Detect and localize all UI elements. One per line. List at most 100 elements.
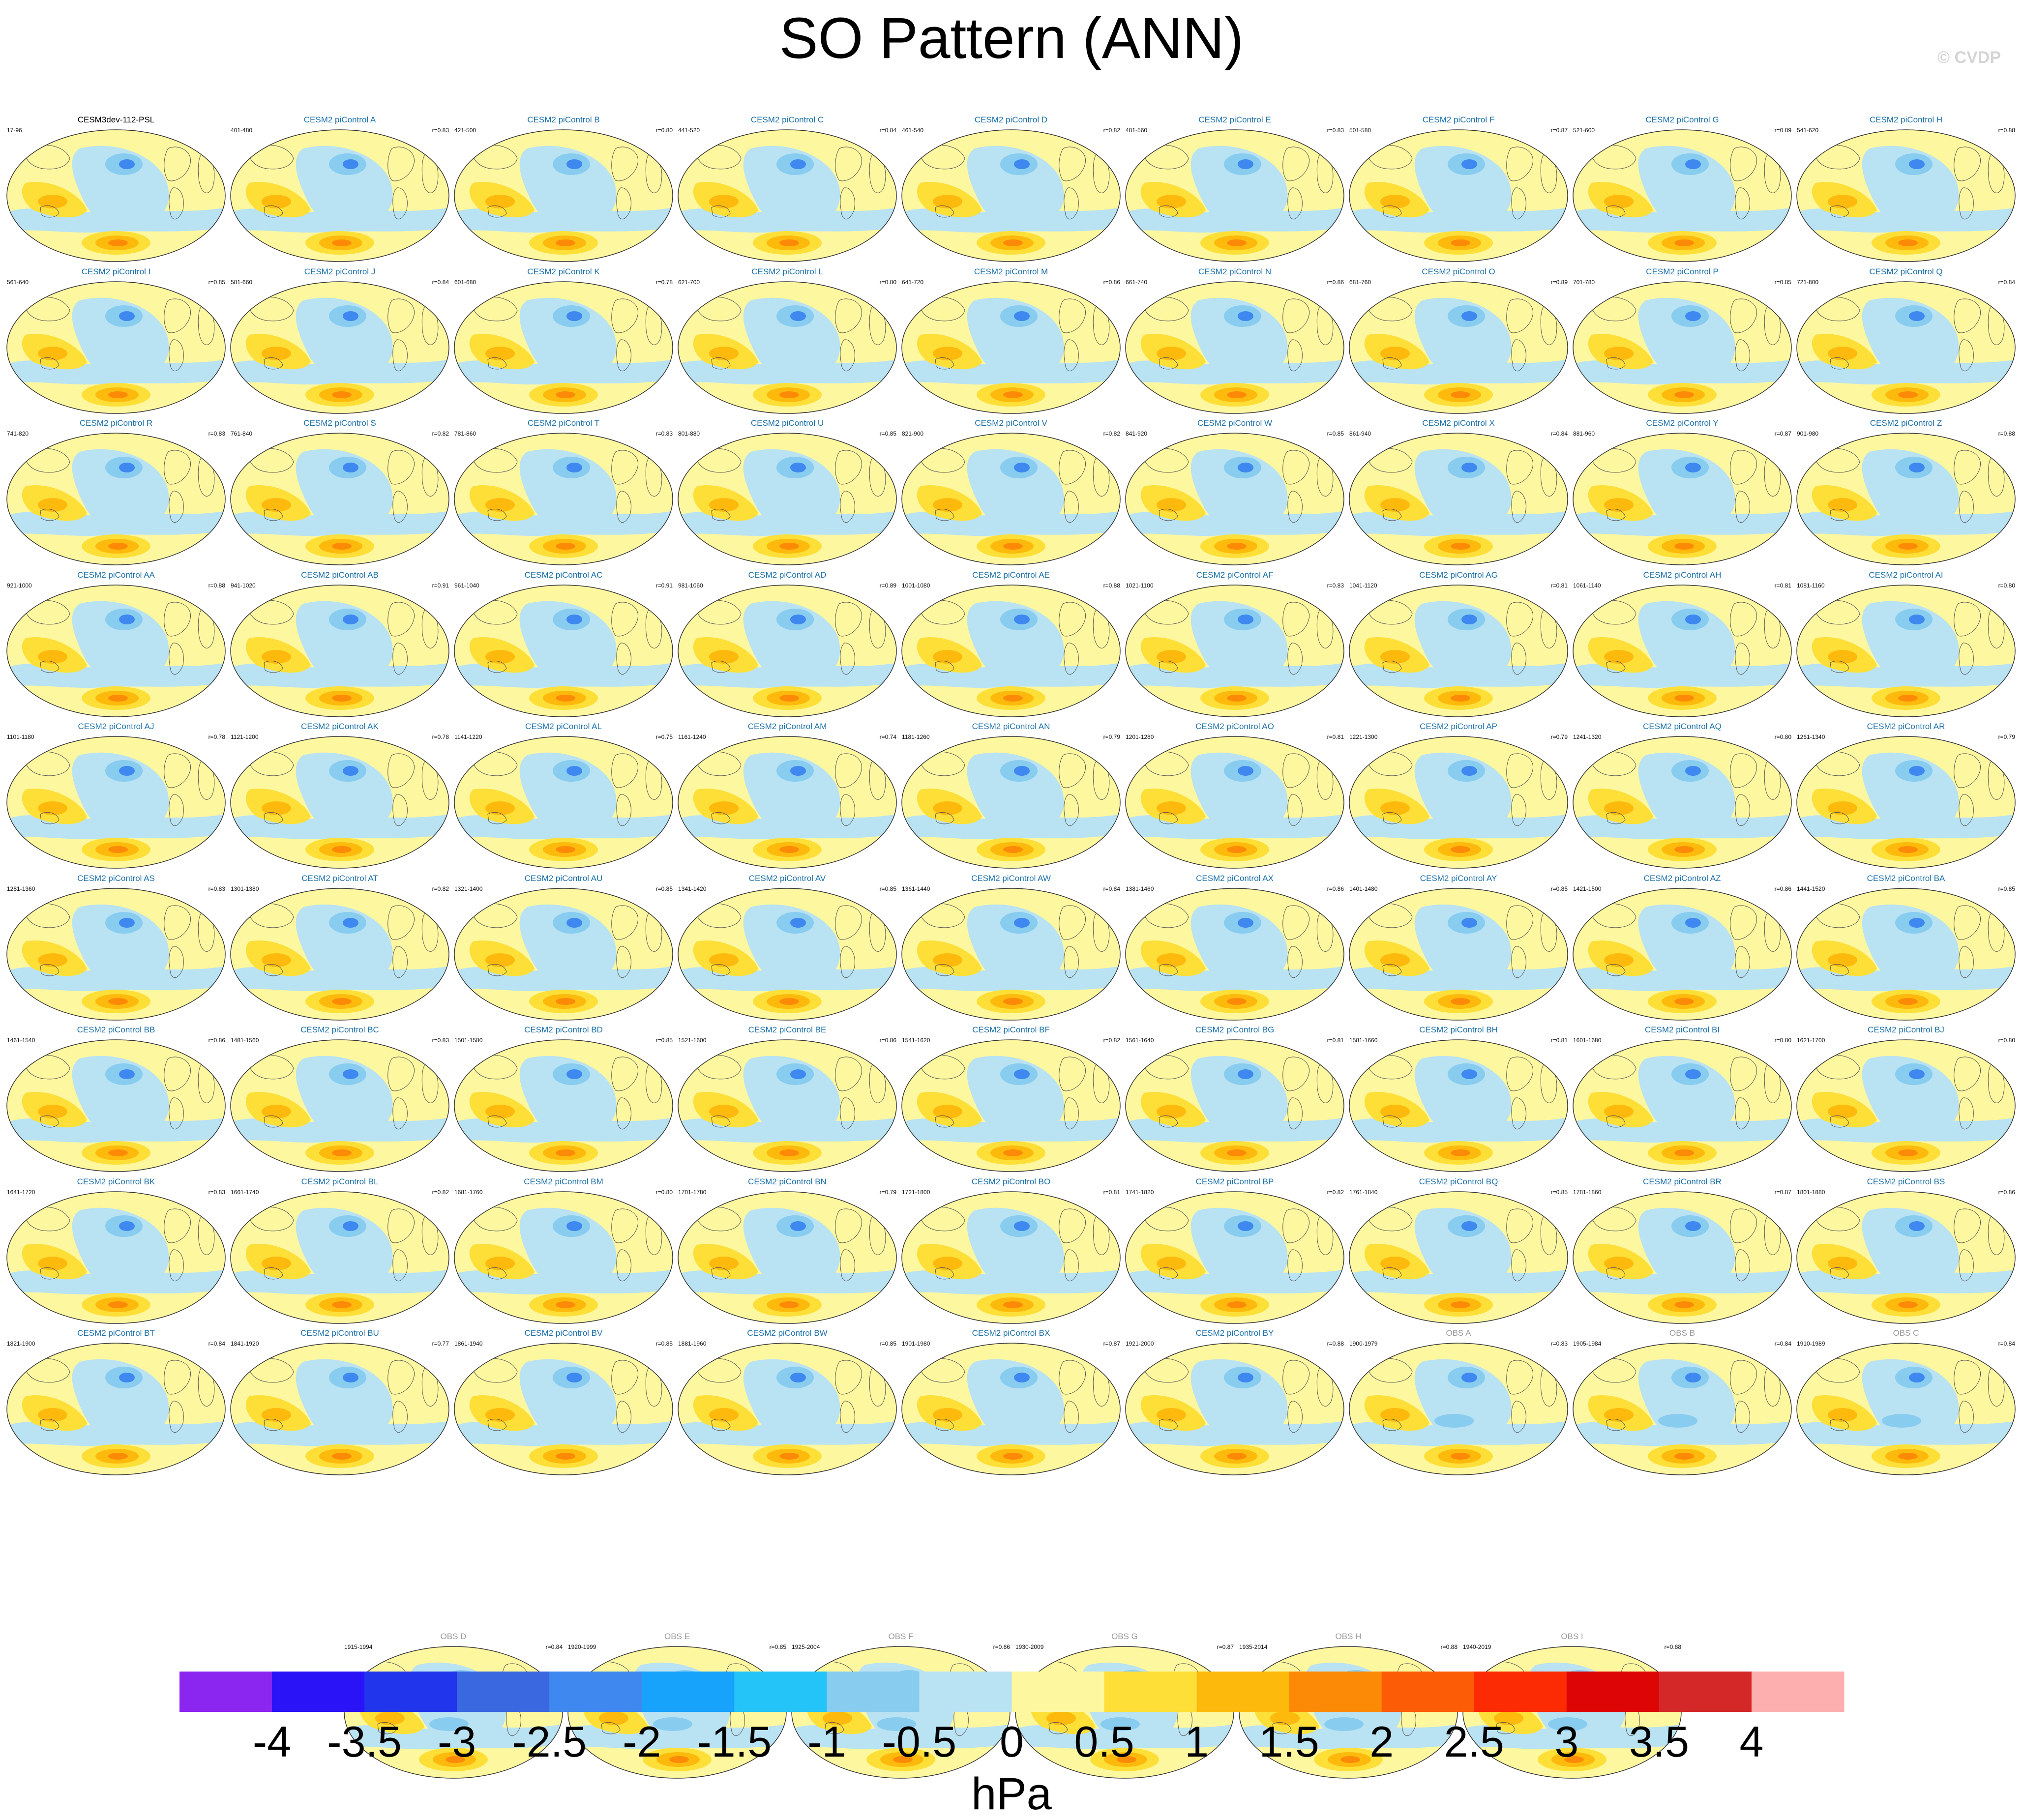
panel-title: CESM3dev-112-PSL bbox=[77, 115, 155, 124]
map-panel-plot bbox=[1349, 433, 1568, 565]
map-panel-plot bbox=[230, 129, 449, 262]
map-panel-plot bbox=[230, 1039, 449, 1172]
colorbar-swatches bbox=[179, 1672, 1844, 1712]
colorbar-tick-label: 0 bbox=[1000, 1717, 1024, 1766]
panel-title: CESM2 piControl R bbox=[79, 418, 153, 428]
panel-title: CESM2 piControl BC bbox=[300, 1025, 379, 1034]
panel-title: CESM2 piControl U bbox=[750, 418, 824, 428]
panel-pattern-correlation: r=0.82 bbox=[432, 1188, 449, 1196]
map-panel-plot bbox=[1573, 129, 1792, 262]
panel-pattern-correlation: r=0.84 bbox=[545, 1644, 563, 1650]
panel-title: OBS I bbox=[1561, 1632, 1583, 1641]
panel-years: 1421-1500 bbox=[1573, 885, 1602, 892]
map-panel: CESM2 piControl J 581-660 r=0.84 bbox=[230, 267, 450, 414]
map-panel: CESM2 piControl S 761-840 r=0.82 bbox=[230, 418, 450, 566]
panel-years: 1930-2009 bbox=[1015, 1644, 1044, 1650]
panel-pattern-correlation: r=0.83 bbox=[1327, 127, 1344, 134]
colorbar-tick-label: -1 bbox=[807, 1717, 846, 1766]
colorbar-swatch bbox=[1474, 1672, 1567, 1712]
map-panel: CESM2 piControl AG 1041-1120 r=0.81 bbox=[1348, 570, 1569, 718]
map-panel-plot bbox=[1349, 1039, 1568, 1172]
panel-pattern-correlation: r=0.81 bbox=[1550, 582, 1568, 589]
map-panel: CESM2 piControl P 701-780 r=0.85 bbox=[1572, 267, 1792, 414]
map-panel-plot bbox=[454, 736, 673, 869]
map-panel-plot bbox=[678, 887, 897, 1021]
panel-years: 1701-1780 bbox=[678, 1188, 707, 1196]
map-panel-plot bbox=[454, 1039, 673, 1172]
map-panel: CESM2 piControl BH 1581-1660 r=0.81 bbox=[1348, 1025, 1569, 1173]
map-panel: CESM2 piControl H 541-620 r=0.88 bbox=[1796, 115, 2016, 263]
map-panel: CESM2 piControl BV 1861-1940 r=0.85 bbox=[453, 1328, 674, 1476]
colorbar-swatch bbox=[1012, 1672, 1105, 1712]
panel-years: 1921-2000 bbox=[1126, 1340, 1154, 1347]
panel-years: 581-660 bbox=[231, 278, 253, 286]
panel-years: 521-600 bbox=[1573, 127, 1595, 134]
map-panel: CESM2 piControl BA 1441-1520 r=0.85 bbox=[1796, 874, 2016, 1021]
panel-title: CESM2 piControl AJ bbox=[78, 722, 154, 731]
panel-years: 961-1040 bbox=[454, 582, 479, 589]
panel-title: CESM2 piControl BX bbox=[972, 1328, 1050, 1338]
map-panel: OBS C 1910-1989 r=0.84 bbox=[1796, 1328, 2016, 1476]
panel-years: 461-540 bbox=[902, 127, 924, 134]
panel-pattern-correlation: r=0.85 bbox=[769, 1644, 786, 1650]
panel-pattern-correlation: r=0.74 bbox=[879, 734, 896, 740]
panel-pattern-correlation: r=0.83 bbox=[208, 1188, 225, 1196]
panel-title: CESM2 piControl AS bbox=[77, 873, 155, 883]
map-panel: CESM2 piControl BE 1521-1600 r=0.86 bbox=[677, 1025, 897, 1173]
map-panel-plot bbox=[230, 887, 449, 1021]
panel-years: 1381-1460 bbox=[1126, 885, 1154, 892]
panel-title: CESM2 piControl N bbox=[1198, 266, 1272, 276]
panel-title: CESM2 piControl S bbox=[303, 418, 376, 428]
panel-years: 1261-1340 bbox=[1797, 734, 1825, 740]
colorbar-tick-label: -0.5 bbox=[882, 1717, 957, 1766]
map-panel: CESM2 piControl AS 1281-1360 r=0.83 bbox=[6, 874, 226, 1021]
panel-title: CESM2 piControl AP bbox=[1420, 722, 1497, 731]
panel-title: CESM2 piControl H bbox=[1869, 115, 1943, 124]
map-panel-plot bbox=[1125, 1343, 1344, 1475]
panel-years: 1821-1900 bbox=[7, 1340, 35, 1347]
panel-pattern-correlation: r=0.80 bbox=[1774, 1037, 1791, 1044]
panel-pattern-correlation: r=0.80 bbox=[655, 1188, 673, 1196]
panel-years: 1541-1620 bbox=[902, 1037, 930, 1044]
map-panel: CESM2 piControl AD 981-1060 r=0.89 bbox=[677, 570, 897, 718]
panel-title: CESM2 piControl BT bbox=[77, 1328, 155, 1338]
panel-title: OBS B bbox=[1669, 1328, 1695, 1338]
panel-years: 1241-1320 bbox=[1573, 734, 1602, 740]
colorbar-tick-label: -2 bbox=[623, 1717, 661, 1766]
colorbar-swatch bbox=[1566, 1672, 1660, 1712]
panel-title: OBS E bbox=[664, 1632, 690, 1641]
map-panel-plot bbox=[454, 584, 673, 717]
panel-years: 861-940 bbox=[1349, 430, 1371, 437]
map-panel-plot bbox=[678, 129, 897, 262]
panel-title: CESM2 piControl I bbox=[81, 266, 151, 276]
panel-years: 1501-1580 bbox=[454, 1037, 483, 1044]
panel-years: 1481-1560 bbox=[231, 1037, 259, 1044]
panel-years: 601-680 bbox=[454, 278, 476, 286]
panel-pattern-correlation: r=0.84 bbox=[208, 1340, 225, 1347]
map-panel: CESM2 piControl B 421-500 r=0.80 bbox=[453, 115, 674, 263]
panel-title: CESM2 piControl AE bbox=[972, 570, 1050, 580]
panel-pattern-correlation: r=0.80 bbox=[1998, 582, 2015, 589]
colorbar-swatch bbox=[734, 1672, 827, 1712]
map-panel: CESM2 piControl AR 1261-1340 r=0.79 bbox=[1796, 722, 2016, 869]
panel-pattern-correlation: r=0.88 bbox=[1998, 430, 2015, 437]
map-panel: CESM2 piControl A 401-480 r=0.83 bbox=[230, 115, 450, 263]
panel-years: 1561-1640 bbox=[1126, 1037, 1154, 1044]
map-panel: CESM2 piControl BM 1681-1760 r=0.80 bbox=[453, 1177, 674, 1324]
map-panel: CESM2 piControl G 521-600 r=0.89 bbox=[1572, 115, 1792, 263]
panel-title: CESM2 piControl BL bbox=[301, 1176, 379, 1186]
panel-title: OBS C bbox=[1893, 1328, 1919, 1338]
panel-years: 981-1060 bbox=[678, 582, 703, 589]
panel-years: 881-960 bbox=[1573, 430, 1595, 437]
panel-pattern-correlation: r=0.78 bbox=[655, 278, 673, 286]
panel-pattern-correlation: r=0.86 bbox=[1998, 1188, 2015, 1196]
panel-pattern-correlation: r=0.89 bbox=[1550, 278, 1568, 286]
colorbar-swatch bbox=[272, 1672, 365, 1712]
colorbar-swatch bbox=[919, 1672, 1012, 1712]
panel-title: CESM2 piControl M bbox=[974, 266, 1048, 276]
map-panel-plot bbox=[454, 433, 673, 565]
panel-title: CESM2 piControl AD bbox=[748, 570, 827, 580]
map-panel-plot bbox=[901, 1039, 1121, 1172]
panel-title: CESM2 piControl C bbox=[750, 115, 824, 124]
panel-pattern-correlation: r=0.86 bbox=[1327, 885, 1344, 892]
